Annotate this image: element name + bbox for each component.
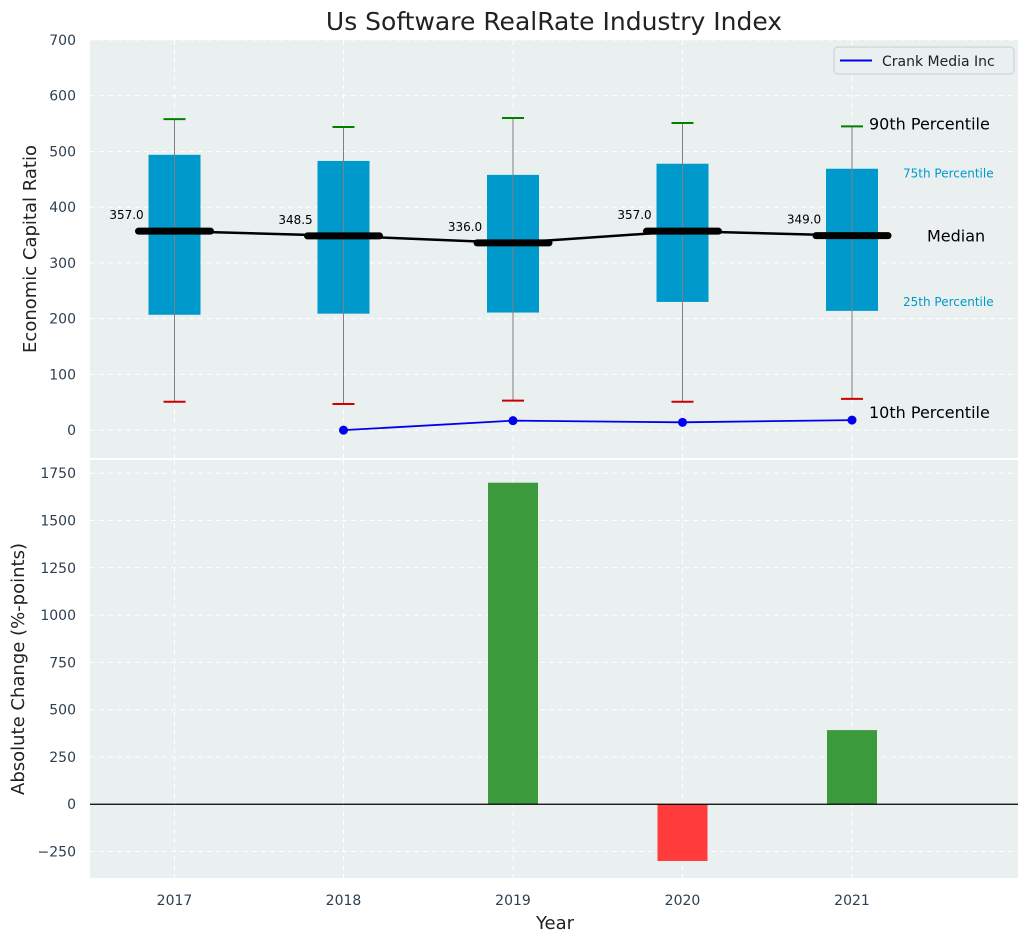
bottom-y-axis-label: Absolute Change (%-points): [8, 543, 29, 795]
annotation-median: Median: [927, 227, 985, 246]
top-y-tick-label: 0: [67, 423, 76, 439]
top-y-tick-label: 400: [49, 200, 76, 216]
annotation-p25: 25th Percentile: [903, 295, 994, 309]
top-y-tick-label: 500: [49, 144, 76, 160]
top-y-tick-label: 700: [49, 33, 76, 49]
x-tick-label: 2021: [834, 893, 870, 909]
change-bar: [488, 482, 538, 805]
median-value-label: 357.0: [617, 208, 651, 222]
top-y-tick-label: 600: [49, 89, 76, 105]
bottom-y-tick-label: 0: [67, 797, 76, 813]
bottom-y-tick-label: 250: [49, 750, 76, 766]
x-tick-label: 2018: [326, 893, 362, 909]
change-bar: [827, 730, 877, 805]
annotation-p75: 75th Percentile: [903, 167, 994, 181]
median-value-label: 348.5: [278, 213, 312, 227]
top-y-tick-label: 300: [49, 256, 76, 272]
change-bar: [657, 804, 708, 861]
bottom-y-tick-label: 1750: [40, 466, 76, 482]
legend-box: [833, 46, 1015, 75]
bottom-y-tick-label: 500: [49, 703, 76, 719]
company-series-point: [678, 417, 687, 427]
bottom-y-tick-label: −250: [38, 845, 76, 861]
x-axis-label: Year: [535, 913, 575, 934]
company-series-point: [847, 415, 857, 425]
company-series-point: [339, 425, 348, 435]
median-value-label: 336.0: [448, 220, 482, 234]
top-y-tick-label: 100: [49, 367, 76, 383]
x-tick-label: 2019: [495, 893, 531, 909]
bottom-y-tick-label: 1250: [40, 561, 76, 577]
bottom-y-tick-label: 1000: [40, 608, 76, 624]
median-value-label: 349.0: [787, 213, 821, 227]
company-series-point: [508, 416, 518, 426]
bottom-plot-background: [90, 460, 1018, 878]
top-plot-background: [90, 40, 1018, 458]
legend-entry: Crank Media Inc: [882, 54, 995, 70]
bottom-y-tick-label: 1500: [40, 514, 76, 530]
chart-title: Us Software RealRate Industry Index: [326, 7, 782, 36]
median-value-label: 357.0: [109, 208, 143, 222]
bottom-y-tick-label: 750: [49, 655, 76, 671]
x-tick-label: 2017: [157, 893, 193, 909]
annotation-p90: 90th Percentile: [869, 114, 990, 133]
x-tick-label: 2020: [665, 893, 701, 909]
top-y-tick-label: 200: [49, 312, 76, 328]
annotation-p10: 10th Percentile: [869, 403, 990, 422]
company-series-line: [343, 419, 853, 432]
top-y-axis-label: Economic Capital Ratio: [20, 145, 41, 353]
